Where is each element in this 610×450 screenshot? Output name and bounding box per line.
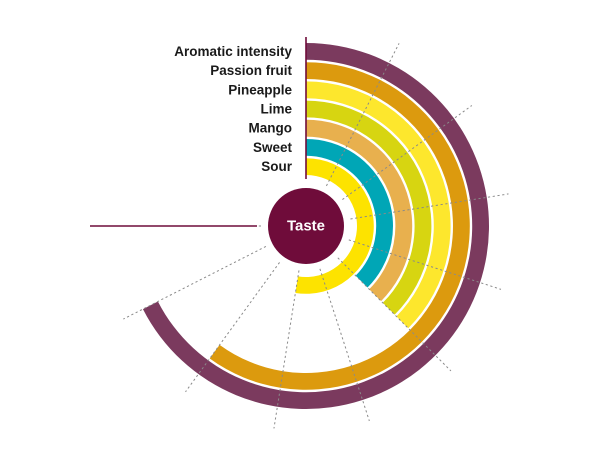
labels-group: Sour Sweet Mango Lime Pineapple Passion fruit…: [174, 44, 293, 174]
ring-label-sour: Sour: [261, 159, 292, 174]
ring-label-pineapple: Pineapple: [228, 82, 292, 97]
ring-label-lime: Lime: [260, 102, 292, 117]
ring-sour: [295, 158, 374, 294]
ring-label-sweet: Sweet: [253, 140, 293, 155]
center-circle: [268, 188, 344, 264]
rings-group: [142, 43, 489, 410]
ring-lime: [306, 100, 432, 315]
ring-label-passion-fruit: Passion fruit: [210, 63, 292, 78]
scale-tick-9: [123, 245, 267, 320]
ring-label-mango: Mango: [249, 121, 293, 136]
ring-pineapple: [306, 81, 451, 329]
center-label: Taste: [287, 218, 325, 235]
ring-label-aromatic-intensity: Aromatic intensity: [174, 44, 292, 59]
ring-sweet: [306, 139, 393, 288]
ring-passion-fruit: [209, 62, 470, 390]
ring-mango: [306, 119, 413, 302]
